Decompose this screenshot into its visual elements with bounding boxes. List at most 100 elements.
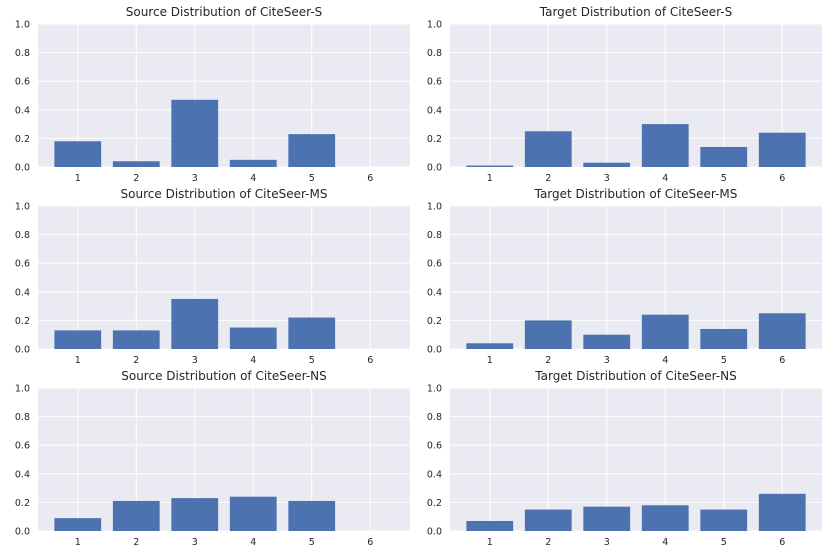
chart-source-citeseer-ms: Source Distribution of CiteSeer-MS 0.0 0.2… [0, 182, 412, 366]
x-tick-label: 3 [192, 537, 198, 548]
bar-5 [700, 509, 748, 531]
chart-svg: Target Distribution of CiteSeer-MS 0.0 0.2… [427, 187, 822, 366]
y-tick-label: 0.8 [15, 230, 30, 241]
y-tick-label: 0.0 [15, 163, 30, 174]
x-tick-label: 5 [721, 355, 727, 366]
y-tick-label: 0.4 [427, 287, 442, 298]
bar-4 [641, 505, 689, 531]
y-tick-label: 1.0 [15, 202, 30, 213]
y-tick-label: 1.0 [427, 202, 442, 213]
y-tick-label: 0.6 [427, 77, 442, 88]
y-tick-label: 0.4 [15, 287, 30, 298]
bar-2 [112, 500, 160, 531]
chart-title: Target Distribution of CiteSeer-NS [534, 369, 736, 383]
bar-4 [229, 327, 277, 349]
bar-5 [700, 328, 748, 349]
x-tick-label: 4 [662, 173, 668, 184]
x-tick-label: 4 [250, 355, 256, 366]
y-tick-label: 0.4 [427, 469, 442, 480]
x-tick-label: 1 [75, 537, 81, 548]
x-tick-label: 2 [545, 537, 551, 548]
x-tick-label: 5 [721, 537, 727, 548]
plot-area [38, 206, 410, 349]
y-tick-label: 1.0 [427, 20, 442, 31]
bar-2 [524, 509, 572, 531]
y-tick-label: 0.0 [15, 527, 30, 538]
x-tick-label: 3 [604, 537, 610, 548]
x-tick-label: 2 [545, 355, 551, 366]
x-tick-label: 6 [779, 173, 785, 184]
chart-target-citeseer-ms: Target Distribution of CiteSeer-MS 0.0 0.2… [412, 182, 824, 366]
x-tick-label: 1 [75, 355, 81, 366]
y-tick-label: 0.2 [427, 316, 442, 327]
x-tick-label: 3 [192, 355, 198, 366]
y-tick-label: 0.2 [15, 498, 30, 509]
y-tick-label: 1.0 [15, 384, 30, 395]
chart-target-citeseer-s: Target Distribution of CiteSeer-S 0.0 0.2 0… [412, 0, 824, 184]
bar-2 [524, 131, 572, 167]
bar-2 [112, 330, 160, 349]
bar-1 [54, 330, 102, 349]
bar-5 [288, 317, 336, 349]
y-tick-label: 0.8 [15, 48, 30, 59]
y-tick-label: 0.8 [427, 230, 442, 241]
y-tick-label: 0.2 [15, 316, 30, 327]
x-tick-label: 4 [250, 537, 256, 548]
x-tick-label: 2 [133, 537, 139, 548]
chart-svg: Source Distribution of CiteSeer-NS 0.0 0.2… [15, 369, 410, 548]
y-tick-label: 0.6 [427, 441, 442, 452]
bar-6 [758, 132, 806, 167]
x-tick-label: 6 [367, 355, 373, 366]
plot-area [38, 388, 410, 531]
x-tick-label: 6 [779, 537, 785, 548]
y-tick-label: 0.0 [427, 527, 442, 538]
bar-4 [229, 159, 277, 167]
chart-title: Source Distribution of CiteSeer-S [126, 5, 323, 19]
x-tick-label: 4 [662, 355, 668, 366]
chart-title: Target Distribution of CiteSeer-MS [534, 187, 738, 201]
x-tick-label: 5 [721, 173, 727, 184]
x-tick-label: 4 [662, 537, 668, 548]
x-tick-label: 5 [309, 355, 315, 366]
bar-3 [171, 99, 219, 167]
chart-svg: Source Distribution of CiteSeer-S 0.0 0.2 0… [15, 5, 410, 184]
bar-3 [583, 334, 631, 349]
x-tick-label: 5 [309, 173, 315, 184]
chart-svg: Source Distribution of CiteSeer-MS 0.0 0.2… [15, 187, 410, 366]
bar-1 [466, 520, 514, 531]
chart-source-citeseer-s: Source Distribution of CiteSeer-S 0.0 0.2 0… [0, 0, 412, 184]
x-tick-label: 4 [250, 173, 256, 184]
bar-3 [171, 498, 219, 531]
x-tick-label: 1 [487, 355, 493, 366]
x-tick-label: 1 [487, 173, 493, 184]
y-tick-label: 0.0 [427, 163, 442, 174]
bar-1 [466, 165, 514, 167]
bar-5 [700, 146, 748, 167]
x-tick-label: 3 [192, 173, 198, 184]
bar-6 [758, 493, 806, 531]
y-tick-label: 0.0 [15, 345, 30, 356]
bar-1 [54, 141, 102, 167]
y-tick-label: 0.2 [427, 498, 442, 509]
y-tick-label: 0.6 [15, 259, 30, 270]
bar-1 [54, 518, 102, 531]
bar-2 [524, 320, 572, 349]
chart-title: Target Distribution of CiteSeer-S [539, 5, 732, 19]
x-tick-label: 2 [133, 173, 139, 184]
bar-3 [583, 162, 631, 167]
x-tick-label: 6 [779, 355, 785, 366]
bar-5 [288, 500, 336, 531]
x-tick-label: 3 [604, 173, 610, 184]
chart-title: Source Distribution of CiteSeer-MS [121, 187, 328, 201]
y-tick-label: 0.8 [15, 412, 30, 423]
chart-title: Source Distribution of CiteSeer-NS [121, 369, 327, 383]
bar-2 [112, 161, 160, 167]
bar-4 [641, 314, 689, 349]
bar-6 [758, 313, 806, 349]
chart-source-citeseer-ns: Source Distribution of CiteSeer-NS 0.0 0.2… [0, 364, 412, 548]
bar-4 [229, 496, 277, 531]
x-tick-label: 2 [133, 355, 139, 366]
x-tick-label: 6 [367, 537, 373, 548]
y-tick-label: 0.4 [15, 105, 30, 116]
y-tick-label: 1.0 [15, 20, 30, 31]
